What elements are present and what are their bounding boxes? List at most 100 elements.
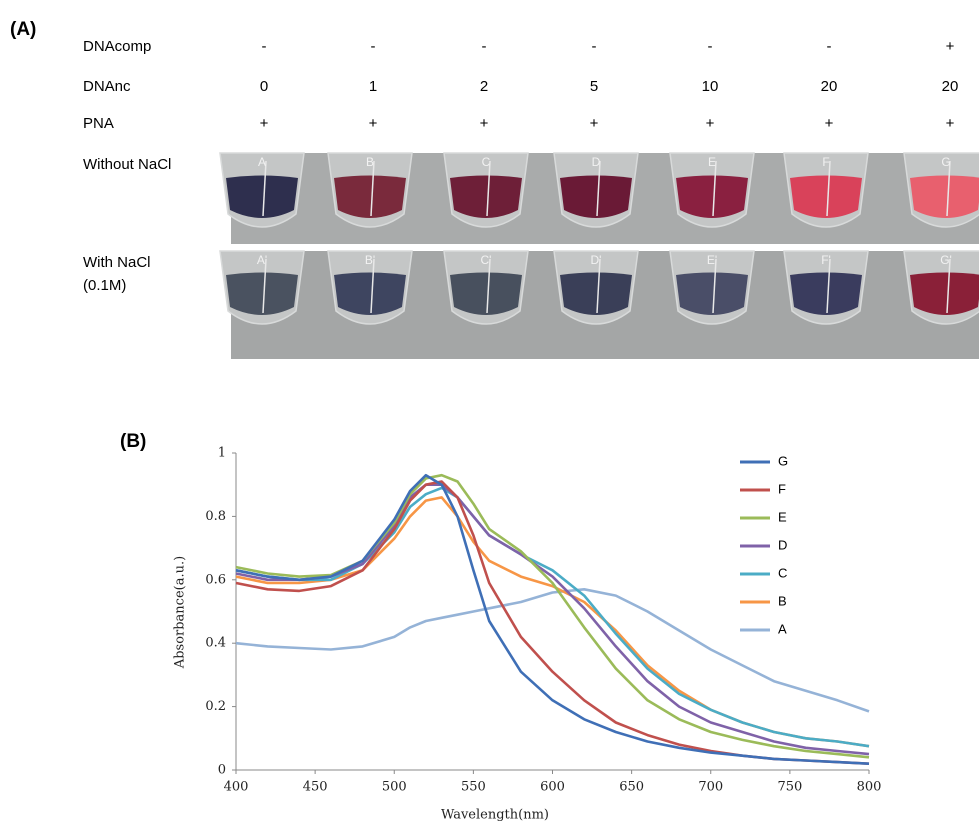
row-value: - xyxy=(592,38,597,55)
panel-label: (A) xyxy=(10,19,36,40)
liquid xyxy=(560,272,632,315)
tube-glint xyxy=(596,160,601,217)
legend-label: C xyxy=(778,565,787,580)
liquid xyxy=(790,175,862,218)
tube-glint xyxy=(826,160,831,217)
series-line xyxy=(235,496,870,748)
liquid xyxy=(450,175,522,218)
tube-label: A xyxy=(258,155,266,169)
tube-glint xyxy=(712,258,717,314)
tube-glint xyxy=(262,160,267,217)
liquid xyxy=(676,175,748,218)
y-axis-label: Absorbance(a.u.) xyxy=(173,556,188,669)
row-value: + xyxy=(825,115,834,132)
row-value: + xyxy=(590,115,599,132)
photo-row-label: (0.1M) xyxy=(83,277,126,294)
tube-glint xyxy=(946,258,951,314)
x-tick-label: 700 xyxy=(698,780,723,795)
liquid xyxy=(226,272,298,315)
tube-label: C xyxy=(482,155,491,169)
tube-glint xyxy=(946,160,951,217)
tube-label: E xyxy=(708,155,716,169)
tube-label: F xyxy=(822,155,829,169)
row-value: 5 xyxy=(590,78,598,95)
tube-label: C' xyxy=(481,253,492,267)
x-tick-label: 450 xyxy=(303,780,328,795)
x-tick-label: 600 xyxy=(540,780,565,795)
liquid xyxy=(676,272,748,315)
liquid xyxy=(910,175,979,218)
liquid xyxy=(334,272,406,315)
row-value: + xyxy=(260,115,269,132)
row-label: DNAcomp xyxy=(83,38,151,55)
y-tick-label: 0.2 xyxy=(205,699,226,714)
x-tick-label: 800 xyxy=(857,780,882,795)
tube-label: D' xyxy=(591,253,602,267)
row-value: 20 xyxy=(821,78,838,95)
x-tick-label: 750 xyxy=(777,780,802,795)
series-line xyxy=(235,473,870,765)
row-value: + xyxy=(369,115,378,132)
row-value: + xyxy=(946,38,955,55)
row-value: 20 xyxy=(942,78,959,95)
tube-label: B xyxy=(366,155,374,169)
legend-label: F xyxy=(778,481,786,496)
series-line xyxy=(235,486,870,748)
tube-label: D xyxy=(592,155,601,169)
legend-label: G xyxy=(778,453,788,468)
tube-label: E' xyxy=(707,253,717,267)
tube-glint xyxy=(826,258,831,314)
tube-label: G' xyxy=(940,253,952,267)
row-label: DNAnc xyxy=(83,78,131,95)
liquid xyxy=(334,175,406,218)
tube-glint xyxy=(262,258,267,314)
liquid xyxy=(450,272,522,315)
x-tick-label: 400 xyxy=(224,780,249,795)
y-tick-label: 1 xyxy=(218,446,226,461)
tube-label: A' xyxy=(257,253,267,267)
tube-glint xyxy=(370,160,375,217)
tube-glint xyxy=(486,160,491,217)
liquid xyxy=(226,175,298,218)
tube-label: G xyxy=(941,155,950,169)
row-value: 0 xyxy=(260,78,268,95)
series-line xyxy=(235,480,870,765)
row-value: - xyxy=(482,38,487,55)
row-label: PNA xyxy=(83,115,114,132)
liquid xyxy=(790,272,862,315)
row-value: + xyxy=(706,115,715,132)
tube-label: B' xyxy=(365,253,375,267)
y-tick-label: 0 xyxy=(218,763,226,778)
liquid xyxy=(560,175,632,218)
liquid xyxy=(910,272,979,315)
row-value: - xyxy=(262,38,267,55)
panel-label: (B) xyxy=(120,431,146,452)
y-tick-label: 0.4 xyxy=(205,636,226,651)
series-line xyxy=(235,473,870,759)
row-value: 10 xyxy=(702,78,719,95)
series-line xyxy=(235,588,870,713)
legend-label: E xyxy=(778,509,787,524)
row-value: + xyxy=(480,115,489,132)
tube-glint xyxy=(712,160,717,217)
row-value: - xyxy=(708,38,713,55)
tube-glint xyxy=(486,258,491,314)
row-value: + xyxy=(946,115,955,132)
y-tick-label: 0.8 xyxy=(205,509,226,524)
row-value: - xyxy=(371,38,376,55)
row-value: 2 xyxy=(480,78,488,95)
photo-row-label: Without NaCl xyxy=(83,156,171,173)
x-tick-label: 650 xyxy=(619,780,644,795)
row-value: 1 xyxy=(369,78,377,95)
tube-label: F' xyxy=(821,253,831,267)
legend-label: B xyxy=(778,593,787,608)
y-tick-label: 0.6 xyxy=(205,572,226,587)
tube-glint xyxy=(370,258,375,314)
legend-label: A xyxy=(778,621,787,636)
tube-glint xyxy=(596,258,601,314)
row-value: - xyxy=(827,38,832,55)
legend-label: D xyxy=(778,537,787,552)
photo-row-label: With NaCl xyxy=(83,254,151,271)
series-line xyxy=(235,483,870,756)
